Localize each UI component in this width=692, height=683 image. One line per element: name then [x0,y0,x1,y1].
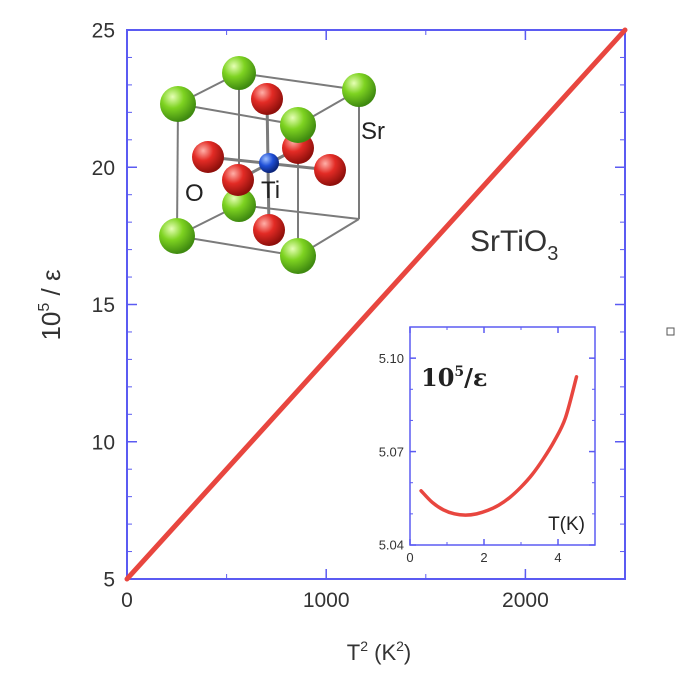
series-line [419,375,579,517]
ti-label: Ti [261,177,280,204]
ti-atom [259,153,279,173]
y-tick-label: 5.04 [379,538,404,553]
y-tick-label: 15 [92,294,115,317]
crystal-structure-illustration: Sr O Ti [159,56,385,274]
inset-x-axis-label: T(K) [548,514,585,535]
sr-atom [280,107,316,143]
o-atom [222,164,254,196]
inset-ticks [409,326,596,546]
cube-edge [176,103,179,237]
y-tick-label: 5 [103,569,115,592]
y-tick-label: 20 [92,157,115,180]
y-tick-label: 25 [92,20,115,43]
o-atom [192,141,224,173]
sr-atom [160,86,196,122]
x-tick-label: 0 [406,550,413,565]
inset-quantity-label: 105/ε [421,363,488,392]
main-x-axis-label: T2 (K2) [347,638,412,665]
sr-atom [280,238,316,274]
x-tick-label: 0 [121,589,133,612]
sr-atom [159,218,195,254]
sr-label: Sr [361,118,385,145]
o-label: O [185,180,204,207]
y-tick-label: 10 [92,431,115,454]
inset-plot-frame [409,326,596,546]
y-tick-label: 5.07 [379,444,404,459]
inset-tick-labels: 0 2 4 5.04 5.07 5.10 [379,351,562,565]
o-atom [251,83,283,115]
o-atom [314,154,346,186]
main-ticks [126,29,626,580]
x-tick-label: 2 [480,550,487,565]
cube-edge [238,72,360,91]
inset-chart: 0 2 4 5.04 5.07 5.10 105/ε T(K) [379,326,596,565]
compound-label: SrTiO3 [470,225,558,265]
x-tick-label: 2000 [502,589,549,612]
edge-marker [666,327,675,336]
cube-edge [238,204,360,220]
sr-atom [222,188,256,222]
main-y-axis-label: 105 / ε [36,269,66,340]
series-line [124,27,628,582]
inset-series [419,375,579,517]
sr-atom [342,73,376,107]
o-atom [253,214,285,246]
cube-edge [176,235,299,257]
main-series [124,27,628,582]
x-tick-label: 1000 [303,589,350,612]
y-tick-label: 5.10 [379,351,404,366]
x-tick-label: 4 [554,550,561,565]
sr-atom [222,56,256,90]
